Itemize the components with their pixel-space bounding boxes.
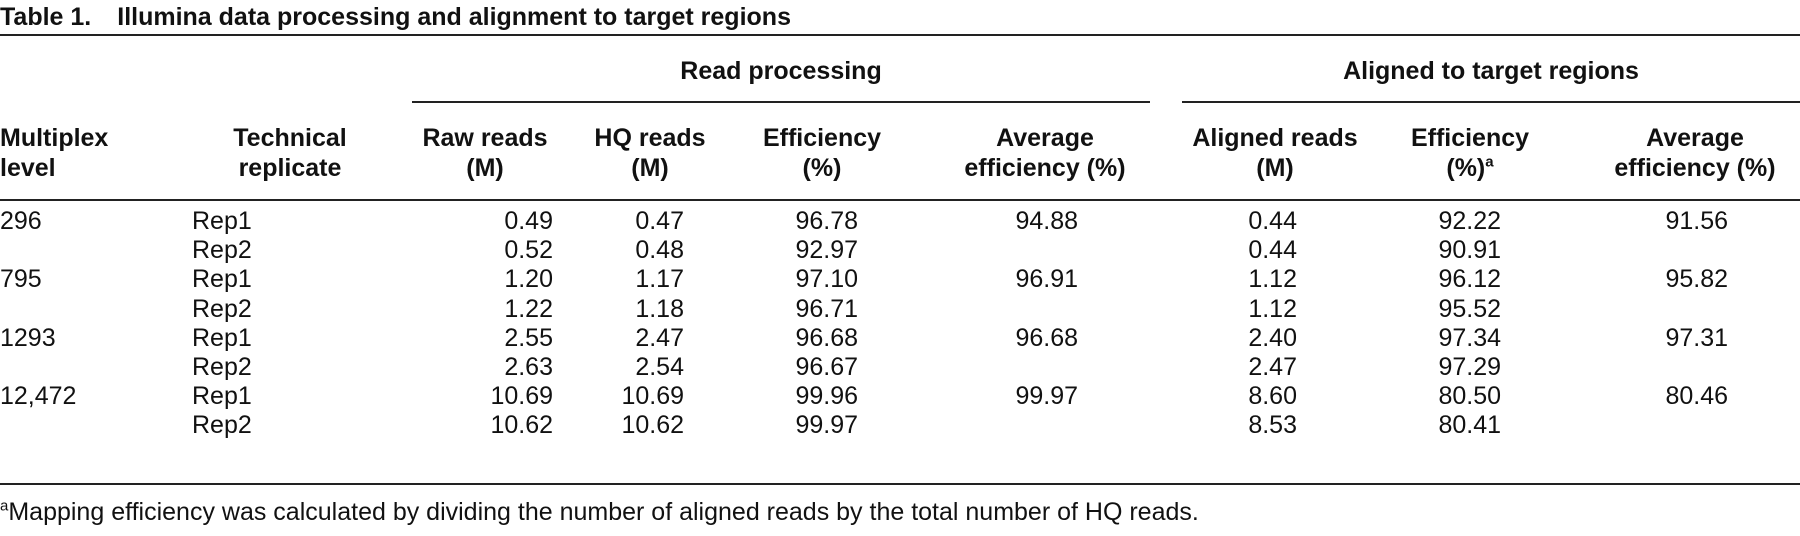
cell-avg2: 91.56 [1665,207,1728,235]
cell-avg2: 95.82 [1665,265,1728,294]
table-row: 296 Rep1 0.49 0.47 96.78 94.88 0.44 92.22 91.56 [0,207,1800,236]
cell-raw: 0.52 [504,236,553,265]
cell-eff1: 99.97 [795,411,858,440]
cell-hq: 1.18 [635,294,684,323]
cell-eff1: 97.10 [795,265,858,294]
cell-eff2: 95.52 [1438,294,1501,323]
cell-hq: 0.48 [635,236,684,265]
table-row: Rep2 2.63 2.54 96.67 2.47 97.29 [0,353,1800,382]
header-hq-reads: HQ reads (M) [594,124,706,182]
table-row: 795 Rep1 1.20 1.17 97.10 96.91 1.12 96.12 95.82 [0,265,1800,294]
group-aligned-to-target: Aligned to target regions [1343,57,1639,85]
cell-multiplex: 296 [0,207,42,235]
cell-eff2: 80.50 [1438,382,1501,411]
table-row: 1293 Rep1 2.55 2.47 96.68 96.68 2.40 97.34 97.31 [0,324,1800,353]
cell-eff2: 97.34 [1438,323,1501,352]
header-efficiency-2: Efficiency (%)a [1410,124,1530,182]
cell-avg1: 99.97 [1015,382,1078,411]
cell-replicate: Rep2 [192,236,252,265]
header-technical-replicate: Technical replicate [233,124,347,182]
cell-avg1: 94.88 [1015,207,1078,235]
header-average-efficiency-1: Average efficiency (%) [964,124,1126,182]
cell-replicate: Rep1 [192,265,252,294]
cell-aligned: 2.47 [1248,353,1297,381]
table-row: 12,472 Rep1 10.69 10.69 99.96 99.97 8.60 80.50 8… [0,382,1800,411]
group-read-processing: Read processing [680,57,882,85]
cell-eff1: 92.97 [795,236,858,265]
cell-avg1: 96.68 [1015,323,1078,352]
cell-hq: 10.62 [621,411,684,440]
cell-raw: 2.55 [504,323,553,352]
cell-replicate: Rep1 [192,382,252,411]
footnote-marker-a: a [1485,153,1494,171]
cell-raw: 1.22 [504,294,553,323]
header-aligned-reads: Aligned reads (M) [1192,124,1358,182]
cell-avg1: 96.91 [1015,265,1078,294]
cell-hq: 2.54 [635,353,684,381]
cell-aligned: 8.53 [1248,411,1297,440]
cell-replicate: Rep2 [192,353,252,381]
cell-raw: 0.49 [504,207,553,235]
footnote-marker: a [0,497,9,515]
cell-multiplex: 795 [0,265,42,294]
cell-hq: 10.69 [621,382,684,411]
cell-replicate: Rep2 [192,411,252,440]
cell-replicate: Rep2 [192,294,252,323]
cell-replicate: Rep1 [192,207,252,235]
cell-aligned: 0.44 [1248,207,1297,235]
table-row: Rep2 10.62 10.62 99.97 8.53 80.41 [0,411,1800,440]
cell-avg2: 80.46 [1665,382,1728,411]
cell-raw: 10.69 [490,382,553,411]
header-efficiency-1: Efficiency (%) [762,124,882,182]
table-row: Rep2 0.52 0.48 92.97 0.44 90.91 [0,236,1800,265]
group-rule-aligned [1182,101,1800,103]
header-raw-reads: Raw reads (M) [422,124,548,182]
group-rule-read-processing [412,101,1150,103]
table-title: Illumina data processing and alignment t… [117,3,791,31]
cell-aligned: 1.12 [1248,265,1297,294]
cell-eff2: 90.91 [1438,236,1501,265]
cell-raw: 2.63 [504,353,553,381]
header-multiplex-level: Multiplex level [0,124,109,182]
footnote-text: Mapping efficiency was calculated by div… [8,498,1199,526]
bottom-rule [0,483,1800,485]
header-rule [0,199,1800,201]
table-caption: Table 1. Illumina data processing and ali… [0,2,791,32]
cell-aligned: 0.44 [1248,236,1297,265]
table-row: Rep2 1.22 1.18 96.71 1.12 95.52 [0,295,1800,324]
cell-aligned: 1.12 [1248,294,1297,323]
cell-eff2: 96.12 [1438,265,1501,294]
table-footnote: aMapping efficiency was calculated by di… [0,497,1199,527]
cell-avg2: 97.31 [1665,323,1728,352]
cell-eff1: 96.78 [795,207,858,235]
cell-hq: 1.17 [635,265,684,294]
cell-eff1: 99.96 [795,382,858,411]
cell-multiplex: 1293 [0,323,56,352]
cell-hq: 2.47 [635,323,684,352]
cell-replicate: Rep1 [192,323,252,352]
cell-eff2: 92.22 [1438,207,1501,235]
cell-eff1: 96.67 [795,353,858,381]
table-label: Table 1. [0,3,92,31]
cell-eff1: 96.71 [795,294,858,323]
cell-raw: 1.20 [504,265,553,294]
header-average-efficiency-2: Average efficiency (%) [1614,124,1776,182]
cell-raw: 10.62 [490,411,553,440]
cell-aligned: 8.60 [1248,382,1297,411]
top-rule [0,34,1800,36]
cell-eff2: 80.41 [1438,411,1501,440]
cell-eff1: 96.68 [795,323,858,352]
cell-eff2: 97.29 [1438,353,1501,381]
cell-multiplex: 12,472 [0,382,77,411]
cell-aligned: 2.40 [1248,323,1297,352]
cell-hq: 0.47 [635,207,684,235]
